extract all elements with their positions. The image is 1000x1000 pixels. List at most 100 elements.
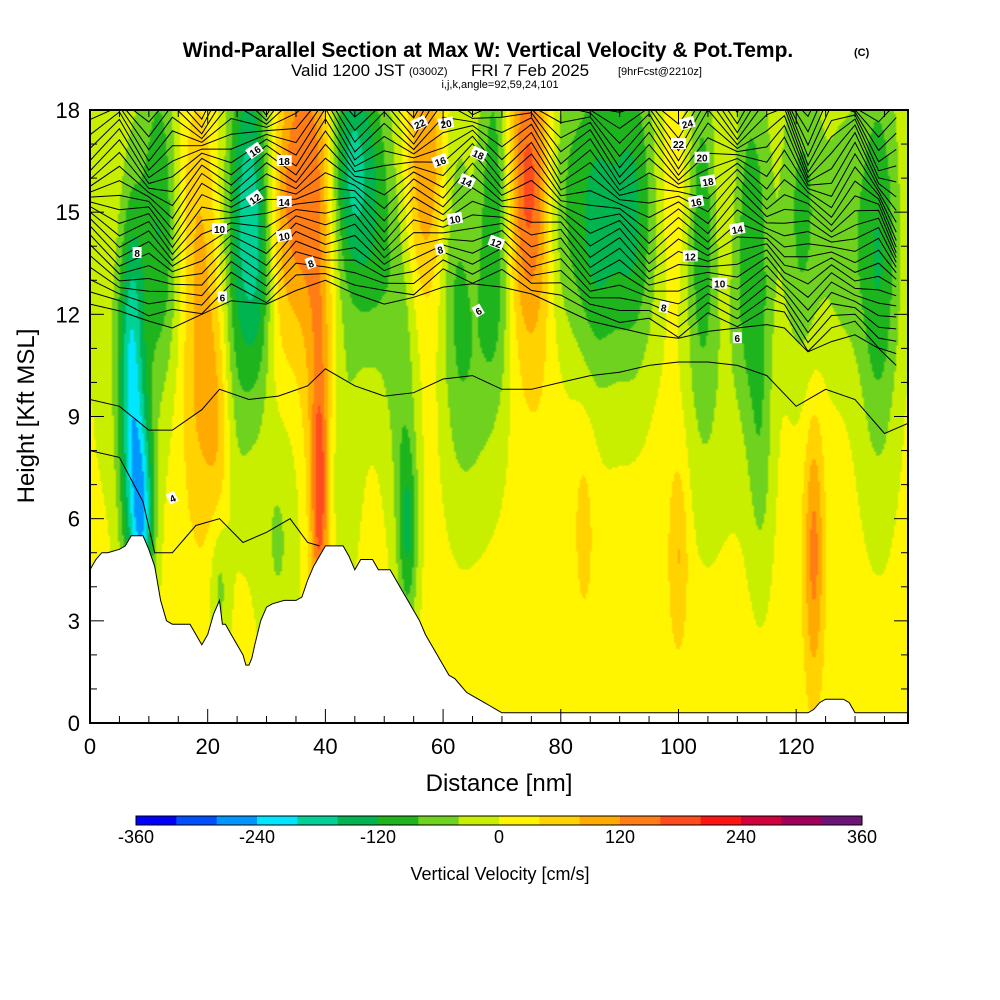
contour-label-text: 10 xyxy=(214,225,226,236)
contour-label: 14 xyxy=(276,195,292,209)
contour-label-text: 24 xyxy=(681,118,695,132)
y-tick-label: 9 xyxy=(68,405,80,430)
contour-label: 16 xyxy=(245,141,264,160)
contour-label-box xyxy=(217,291,227,303)
theta-contour-line xyxy=(90,268,897,355)
colorbar-swatch xyxy=(741,816,782,825)
contour-label-text: 14 xyxy=(459,176,474,191)
x-axis-label: Distance [nm] xyxy=(426,770,573,797)
theta-contour-line xyxy=(90,257,897,344)
contour-label: 4 xyxy=(165,490,179,506)
contour-label: 18 xyxy=(699,174,717,189)
contour-label-text: 16 xyxy=(434,155,449,169)
colorbar-swatch xyxy=(499,816,540,825)
contour-label: 10 xyxy=(712,277,728,291)
contour-label: 6 xyxy=(217,291,227,304)
y-tick-label: 15 xyxy=(56,200,80,225)
x-tick-label: 100 xyxy=(660,734,697,759)
contour-label-text: 10 xyxy=(278,231,291,244)
colorbar-tick-labels: -360 -240 -120 0 120 240 360 xyxy=(118,827,877,847)
contour-label-box xyxy=(276,155,292,167)
contour-label-text: 10 xyxy=(449,214,462,227)
contour-label: 8 xyxy=(132,247,142,260)
contour-label: 10 xyxy=(212,223,227,236)
theta-contours xyxy=(90,110,908,554)
theta-contour-line xyxy=(90,361,908,435)
plot-area xyxy=(90,110,908,723)
theta-contour-line xyxy=(90,450,320,554)
contour-label: 20 xyxy=(694,151,710,165)
contour-label: 14 xyxy=(457,172,476,191)
contour-label: 6 xyxy=(471,303,485,318)
contour-label-box xyxy=(446,211,464,226)
contour-label: 18 xyxy=(469,145,488,163)
contour-label-box xyxy=(469,145,488,163)
contour-label-box xyxy=(132,247,142,258)
colorbar-swatch xyxy=(620,816,661,825)
contour-label: 14 xyxy=(728,221,746,237)
colorbar xyxy=(136,816,863,825)
theta-contour-line xyxy=(90,110,897,223)
colorbar-swatch xyxy=(297,816,339,825)
valid-date: FRI 7 Feb 2025 xyxy=(471,61,589,80)
theta-contour-line xyxy=(90,142,897,253)
y-tick-label: 6 xyxy=(68,507,80,532)
x-tick-label: 60 xyxy=(431,734,455,759)
chart-title: Wind-Parallel Section at Max W: Vertical… xyxy=(183,39,794,62)
contour-label-text: 18 xyxy=(279,157,291,168)
contour-label: 8 xyxy=(658,300,670,315)
colorbar-swatch xyxy=(821,816,863,825)
colorbar-label: Vertical Velocity [cm/s] xyxy=(410,864,589,884)
contour-label-box xyxy=(694,151,710,163)
theta-contour-line xyxy=(90,110,897,198)
contour-label-text: 12 xyxy=(488,237,503,251)
contour-label-box xyxy=(487,234,506,251)
x-tick-label: 20 xyxy=(195,734,219,759)
contour-label-text: 4 xyxy=(168,493,178,506)
colorbar-swatch xyxy=(136,816,177,825)
colorbar-swatch xyxy=(579,816,621,825)
contour-label: 22 xyxy=(410,114,429,132)
contour-label: 24 xyxy=(678,115,696,132)
contour-label: 16 xyxy=(431,152,449,170)
colorbar-tick-label: 360 xyxy=(847,827,877,847)
theta-contour-line xyxy=(90,222,897,298)
contour-label: 22 xyxy=(671,138,686,151)
contour-label-box xyxy=(434,242,446,256)
contour-label: 10 xyxy=(275,228,293,244)
contour-label-box xyxy=(712,277,728,289)
theta-contour-line xyxy=(90,110,897,211)
theta-contour-line xyxy=(90,117,897,241)
theta-contour-line xyxy=(90,130,897,248)
y-tick-label: 3 xyxy=(68,609,80,634)
contour-label-text: 8 xyxy=(134,249,140,260)
contour-label-box xyxy=(471,303,485,318)
terrain-mask xyxy=(90,535,908,723)
colorbar-swatch xyxy=(176,816,218,825)
contour-label-text: 12 xyxy=(685,252,697,263)
contour-label-box xyxy=(431,152,449,169)
theta-contour-line xyxy=(90,110,897,233)
colorbar-swatch xyxy=(378,816,419,825)
contour-label-box xyxy=(678,115,696,131)
colorbar-swatch xyxy=(458,816,500,825)
contour-label: 12 xyxy=(487,234,506,251)
contour-label-box xyxy=(304,256,317,270)
x-tick-labels: 0 20 40 60 80 100 120 xyxy=(84,734,815,759)
theta-contour-line xyxy=(90,151,897,258)
theta-contour-line xyxy=(90,279,897,366)
colorbar-swatch xyxy=(660,816,702,825)
contour-label: 12 xyxy=(682,250,698,263)
colorbar-swatch xyxy=(539,816,581,825)
grid-indices: i,j,k,angle=92,59,24,101 xyxy=(441,79,558,91)
contour-label-text: 14 xyxy=(279,198,291,209)
axis-ticks xyxy=(89,109,908,724)
contour-label-text: 6 xyxy=(735,334,741,345)
contour-labels: 4 6 6 6 8 8 8 8 10 10 10 10 12 12 12 14 14 14 16 16 16 18 18 18… xyxy=(132,114,746,506)
contour-label-box xyxy=(658,300,670,314)
contour-label-box xyxy=(699,174,717,188)
contour-label-box xyxy=(165,490,179,505)
contour-label-text: 18 xyxy=(470,148,485,163)
colorbar-tick-label: 0 xyxy=(494,827,504,847)
